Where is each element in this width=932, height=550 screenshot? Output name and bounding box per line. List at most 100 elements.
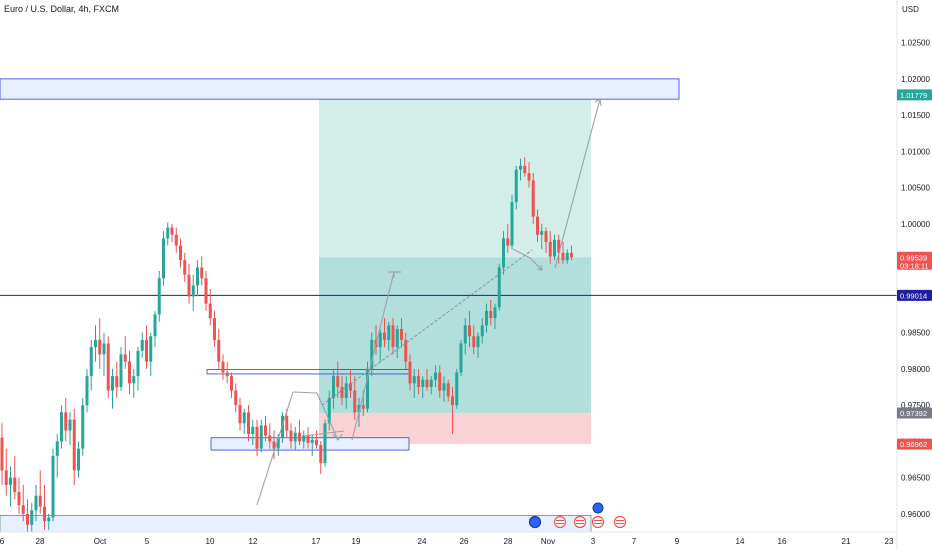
- x-tick-label: 6: [0, 537, 5, 546]
- candle: [64, 397, 68, 442]
- candle: [4, 448, 8, 496]
- candle-body: [425, 379, 429, 387]
- candle-body: [557, 239, 561, 253]
- candle-body: [293, 432, 297, 442]
- candle-body: [353, 390, 357, 413]
- candle: [548, 231, 552, 264]
- candle-body: [315, 439, 318, 445]
- candle: [446, 379, 450, 402]
- candle: [225, 361, 229, 384]
- candle-body: [140, 339, 144, 351]
- candle-body: [344, 383, 348, 398]
- price-badge-value: 1.01779: [900, 91, 927, 100]
- candle: [123, 336, 127, 369]
- candle: [119, 347, 123, 391]
- candle-body: [438, 372, 442, 391]
- projection-arrow: [292, 391, 339, 441]
- candle: [221, 354, 225, 380]
- x-tick-label: 14: [736, 537, 745, 546]
- candle-body: [429, 379, 433, 387]
- candle-body: [332, 376, 335, 398]
- candle: [306, 426, 310, 449]
- candle-body: [514, 169, 518, 203]
- candle: [51, 448, 55, 522]
- candle-body: [527, 173, 531, 181]
- candle-body: [213, 318, 216, 340]
- candle: [136, 347, 140, 391]
- candle: [213, 310, 216, 348]
- candle-body: [553, 239, 556, 257]
- candle-body: [421, 379, 425, 387]
- candle-body: [459, 343, 463, 373]
- candle: [417, 368, 420, 395]
- candle-body: [468, 325, 471, 337]
- candle: [9, 466, 12, 507]
- candle: [319, 441, 323, 474]
- candle: [332, 368, 335, 409]
- candle-body: [111, 376, 114, 391]
- candle: [255, 419, 259, 456]
- candle: [204, 271, 208, 311]
- candle: [247, 405, 250, 442]
- price-badge-bg: [897, 289, 932, 301]
- economic-event-icon: [553, 515, 567, 529]
- x-tick-label: 21: [842, 537, 851, 546]
- candle-body: [13, 477, 17, 493]
- candle-body: [38, 495, 42, 507]
- candle: [298, 419, 301, 445]
- candle: [468, 310, 471, 348]
- candle: [327, 390, 331, 431]
- candle: [476, 332, 480, 358]
- candle: [323, 419, 327, 467]
- candle: [506, 223, 510, 253]
- candle: [170, 223, 174, 242]
- candle-body: [26, 513, 29, 525]
- candle-body: [327, 397, 331, 424]
- x-tick-label: Nov: [541, 537, 555, 546]
- price-badge: 0.99014: [897, 289, 932, 301]
- candle: [383, 318, 386, 348]
- price-badge-bg: [897, 251, 932, 270]
- candle: [531, 173, 535, 224]
- candle-body: [183, 260, 187, 275]
- candle-body: [281, 416, 284, 438]
- candle: [344, 376, 348, 409]
- candle-body: [302, 435, 306, 442]
- candle-body: [200, 267, 204, 279]
- x-tick-label: 28: [36, 537, 45, 546]
- candle-body: [136, 350, 140, 377]
- candle-body: [387, 325, 391, 340]
- candle-body: [98, 339, 102, 355]
- candle: [404, 332, 408, 369]
- candle: [485, 303, 488, 333]
- candle: [153, 310, 157, 348]
- candle-body: [196, 267, 199, 286]
- arrowhead: [594, 98, 602, 107]
- candle-body: [174, 234, 178, 246]
- candle: [179, 238, 182, 268]
- candle: [38, 470, 42, 514]
- price-badge-value: 0.97392: [900, 409, 927, 418]
- candle: [272, 430, 276, 460]
- candle-body: [187, 274, 191, 297]
- candle-body: [68, 419, 72, 431]
- candle: [111, 368, 114, 409]
- candle: [391, 318, 395, 355]
- y-tick-label: 1.01000: [901, 147, 930, 156]
- candle: [30, 503, 34, 532]
- candle-body: [106, 343, 110, 391]
- candle: [26, 499, 29, 532]
- candle-body: [391, 325, 395, 348]
- candle: [570, 245, 573, 261]
- currency-label: USD: [902, 5, 919, 14]
- candle: [251, 419, 255, 445]
- price-badge: 0.96962: [897, 438, 932, 450]
- candle-body: [77, 448, 80, 471]
- candle-body: [536, 216, 539, 235]
- y-tick-label: 0.97500: [901, 401, 930, 410]
- projection-arrow: [512, 248, 543, 271]
- candle-body: [310, 439, 314, 443]
